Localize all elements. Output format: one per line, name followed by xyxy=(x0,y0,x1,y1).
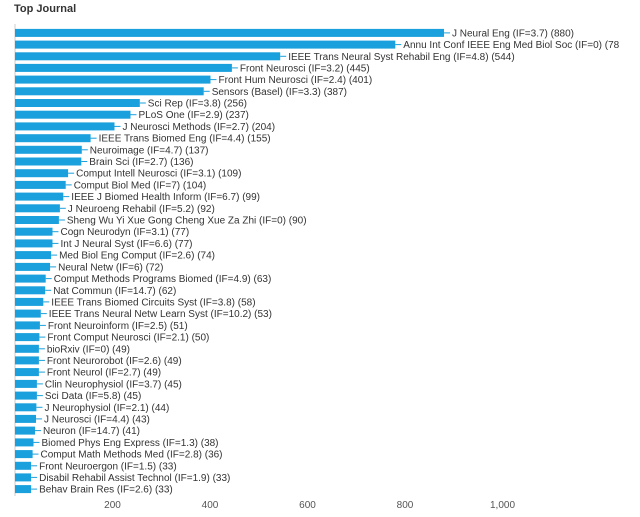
data-label: Comput Math Methods Med (IF=2.8) (36) xyxy=(41,450,223,461)
data-label: Front Hum Neurosci (IF=2.4) (401) xyxy=(219,75,373,86)
chart-title: Top Journal xyxy=(14,3,77,15)
data-label: IEEE Trans Biomed Eng (IF=4.4) (155) xyxy=(99,134,271,145)
data-label: IEEE Trans Neural Netw Learn Syst (IF=10… xyxy=(49,309,272,320)
bar xyxy=(15,461,32,470)
x-tick-label: 200 xyxy=(104,500,121,511)
bar xyxy=(15,110,131,119)
bar xyxy=(15,321,40,330)
data-label: Sci Data (IF=5.8) (45) xyxy=(45,391,141,402)
data-labels-group: J Neural Eng (IF=3.7) (880)Annu Int Conf… xyxy=(39,28,620,495)
data-label: Neuroimage (IF=4.7) (137) xyxy=(90,145,209,156)
bar xyxy=(15,157,82,166)
bar xyxy=(15,391,37,400)
bar xyxy=(15,134,91,143)
bar xyxy=(15,239,53,248)
data-label: IEEE J Biomed Health Inform (IF=6.7) (99… xyxy=(71,192,260,203)
data-label: Front Neurosci (IF=3.2) (445) xyxy=(240,63,370,74)
bar xyxy=(15,216,59,224)
data-label: J Neurophysiol (IF=2.1) (44) xyxy=(45,403,170,414)
bar xyxy=(15,180,66,189)
x-tick-label: 400 xyxy=(202,500,219,511)
data-label: Nat Commun (IF=14.7) (62) xyxy=(53,286,176,297)
bar xyxy=(15,52,281,61)
bar xyxy=(15,204,60,213)
data-label: bioRxiv (IF=0) (49) xyxy=(47,344,130,355)
x-tick-label: 800 xyxy=(397,500,414,511)
data-label: J Neurosci Methods (IF=2.7) (204) xyxy=(123,122,276,133)
bar xyxy=(15,344,39,353)
data-label: Annu Int Conf IEEE Eng Med Biol Soc (IF=… xyxy=(403,40,619,51)
data-label: Front Neuroinform (IF=2.5) (51) xyxy=(48,321,188,332)
bar xyxy=(15,309,41,318)
bar xyxy=(15,122,115,131)
data-label: Front Neurol (IF=2.7) (49) xyxy=(47,368,161,379)
bar xyxy=(15,99,140,107)
bars-group xyxy=(15,28,444,494)
data-label: Front Neurorobot (IF=2.6) (49) xyxy=(47,356,182,367)
bar xyxy=(15,286,46,295)
x-tick-label: 600 xyxy=(299,500,316,511)
data-label: Comput Methods Programs Biomed (IF=4.9) … xyxy=(54,274,272,285)
x-ticks-group: 200 400 600 800 1,000 xyxy=(104,500,515,511)
data-label: Neuron (IF=14.7) (41) xyxy=(43,426,140,437)
data-label: Behav Brain Res (IF=2.6) (33) xyxy=(39,485,173,496)
bar xyxy=(15,40,396,49)
bar xyxy=(15,28,444,37)
bar xyxy=(15,333,40,342)
data-label: Disabil Rehabil Assist Technol (IF=1.9) … xyxy=(39,473,230,484)
bar xyxy=(15,485,32,494)
bar xyxy=(15,75,211,84)
bar xyxy=(15,414,36,423)
bar xyxy=(15,368,39,377)
bar xyxy=(15,356,39,365)
bar xyxy=(15,227,53,236)
data-label: Med Biol Eng Comput (IF=2.6) (74) xyxy=(59,251,215,262)
data-label: Front Neuroergon (IF=1.5) (33) xyxy=(39,461,177,472)
data-label: Clin Neurophysiol (IF=3.7) (45) xyxy=(45,379,182,390)
bar xyxy=(15,251,52,260)
bar xyxy=(15,473,32,482)
data-label: J Neuroeng Rehabil (IF=5.2) (92) xyxy=(68,204,215,215)
data-label: Int J Neural Syst (IF=6.6) (77) xyxy=(61,239,193,250)
bar xyxy=(15,403,37,412)
data-label: Neural Netw (IF=6) (72) xyxy=(58,262,163,273)
data-label: IEEE Trans Neural Syst Rehabil Eng (IF=4… xyxy=(288,52,515,63)
data-label: PLoS One (IF=2.9) (237) xyxy=(139,110,249,121)
bar xyxy=(15,192,64,201)
bar xyxy=(15,87,204,96)
data-label: Front Comput Neurosci (IF=2.1) (50) xyxy=(47,333,209,344)
bar xyxy=(15,145,82,154)
data-label: Sensors (Basel) (IF=3.3) (387) xyxy=(212,87,347,98)
data-label: Biomed Phys Eng Express (IF=1.3) (38) xyxy=(42,438,219,449)
leader-lines-group xyxy=(31,32,450,490)
data-label: Comput Biol Med (IF=7) (104) xyxy=(74,180,207,191)
x-tick-label: 1,000 xyxy=(490,500,515,511)
bar xyxy=(15,379,37,388)
bar xyxy=(15,169,69,178)
bar xyxy=(15,63,232,72)
data-label: Sheng Wu Yi Xue Gong Cheng Xue Za Zhi (I… xyxy=(67,216,307,227)
bar xyxy=(15,450,33,459)
bar xyxy=(15,274,46,283)
data-label: IEEE Trans Biomed Circuits Syst (IF=3.8)… xyxy=(51,297,255,308)
data-label: Cogn Neurodyn (IF=3.1) (77) xyxy=(61,227,190,238)
data-label: J Neural Eng (IF=3.7) (880) xyxy=(452,28,574,39)
data-label: Sci Rep (IF=3.8) (256) xyxy=(148,99,247,110)
data-label: Brain Sci (IF=2.7) (136) xyxy=(89,157,193,168)
bar xyxy=(15,297,44,306)
bar xyxy=(15,438,34,447)
data-label: Comput Intell Neurosci (IF=3.1) (109) xyxy=(76,169,241,180)
data-label: J Neurosci (IF=4.4) (43) xyxy=(44,414,150,425)
bar xyxy=(15,262,51,271)
bar xyxy=(15,426,35,435)
